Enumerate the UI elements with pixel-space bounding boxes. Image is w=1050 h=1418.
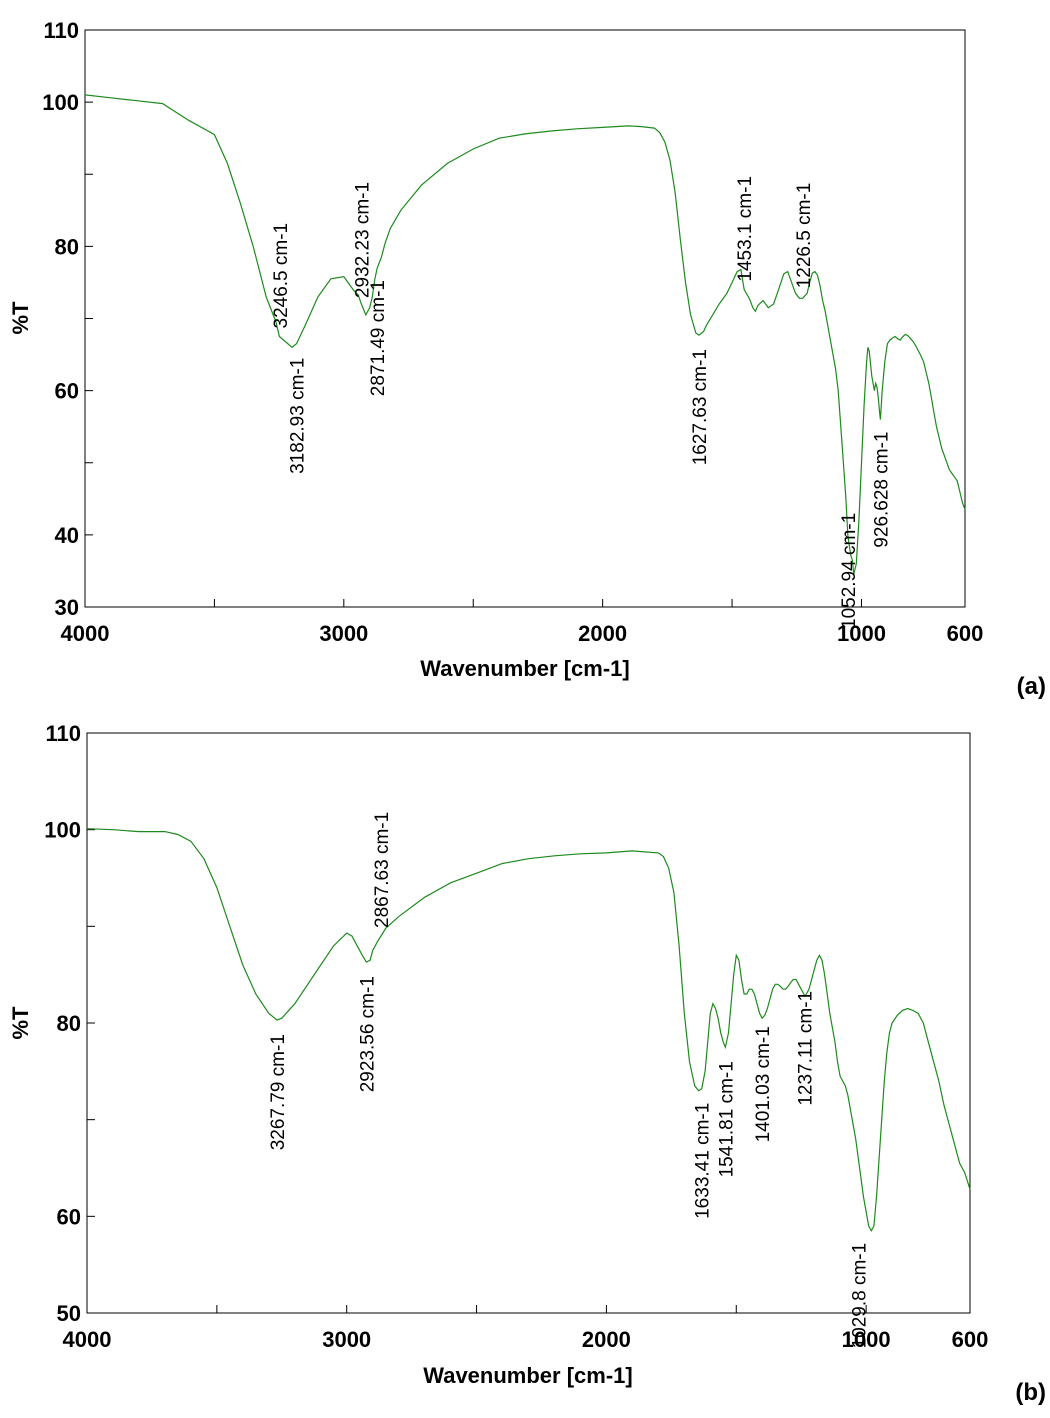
x-tick-label: 3000 — [322, 1327, 371, 1352]
panel-a: 30 40 60 80 100 110 4000 3000 2000 1000 600 3246.… — [8, 18, 1046, 700]
panel-b-plot-frame — [86, 732, 971, 1314]
x-tick-label: 4000 — [61, 621, 110, 646]
peak-label: 1052.94 cm-1 — [839, 513, 860, 629]
x-tick-label: 3000 — [319, 621, 368, 646]
peak-label: 1401.03 cm-1 — [753, 1026, 774, 1142]
peak-label: 2871.49 cm-1 — [368, 280, 389, 396]
y-tick-label: 30 — [55, 595, 79, 620]
panel-b-label: (b) — [1015, 1379, 1046, 1406]
panel-a-label: (a) — [1017, 673, 1046, 700]
y-tick-label: 60 — [57, 1204, 81, 1229]
peak-label: 1541.81 cm-1 — [716, 1061, 737, 1177]
peak-label: 1633.41 cm-1 — [693, 1103, 714, 1219]
panel-a-peak-labels: 3246.5 cm-1 3182.93 cm-1 2932.23 cm-12871.… — [271, 176, 893, 629]
peak-label: 1226.5 cm-1 — [794, 183, 815, 289]
panel-a-y-axis: 30 40 60 80 100 110 — [42, 18, 93, 620]
panel-b-y-axis-title: %T — [8, 1006, 33, 1040]
panel-b: 50 60 80 100 110 4000 3000 2000 1000 600 3267.79… — [8, 721, 1046, 1406]
panel-a-y-axis-title: %T — [8, 301, 33, 335]
panel-b-x-axis-title: Wavenumber [cm-1] — [423, 1363, 632, 1388]
panel-a-x-axis: 4000 3000 2000 1000 600 — [61, 599, 984, 646]
panel-b-peak-labels: 3267.79 cm-1 2923.56 cm-1 2867.63 cm-1 1633… — [268, 812, 870, 1349]
y-tick-label: 110 — [44, 18, 80, 43]
x-tick-label: 1000 — [842, 1327, 891, 1352]
x-tick-label: 600 — [952, 1327, 989, 1352]
y-tick-label: 80 — [55, 234, 79, 259]
peak-label: 3182.93 cm-1 — [288, 358, 309, 474]
peak-label: 2867.63 cm-1 — [372, 812, 393, 928]
y-tick-label: 110 — [46, 721, 82, 746]
panel-b-x-axis: 4000 3000 2000 1000 600 — [63, 1305, 989, 1352]
y-tick-label: 40 — [55, 523, 79, 548]
peak-label: 3246.5 cm-1 — [271, 223, 292, 329]
y-tick-label: 100 — [42, 90, 79, 115]
panel-a-spectrum-line — [84, 94, 966, 575]
panel-b-spectrum-line — [86, 828, 971, 1233]
panel-a-plot-frame — [84, 29, 966, 608]
x-tick-label: 2000 — [578, 621, 627, 646]
peak-label: 1237.11 cm-1 — [796, 991, 817, 1106]
peak-label: 1627.63 cm-1 — [690, 349, 711, 465]
peak-label: 3267.79 cm-1 — [268, 1034, 289, 1150]
y-tick-label: 60 — [55, 379, 79, 404]
x-tick-label: 4000 — [63, 1327, 112, 1352]
panel-b-y-axis: 50 60 80 100 110 — [44, 721, 95, 1326]
x-tick-label: 600 — [947, 621, 984, 646]
peak-label: 2932.23 cm-1 — [352, 182, 373, 298]
peak-label: 926.628 cm-1 — [872, 432, 893, 548]
peak-label: 1029.8 cm-1 — [849, 1243, 870, 1349]
peak-label: 2923.56 cm-1 — [358, 976, 379, 1092]
y-tick-label: 100 — [44, 818, 81, 843]
y-tick-label: 80 — [57, 1011, 81, 1036]
x-tick-label: 2000 — [582, 1327, 631, 1352]
panel-a-x-axis-title: Wavenumber [cm-1] — [420, 656, 629, 681]
x-tick-label: 1000 — [837, 621, 886, 646]
y-tick-label: 50 — [57, 1301, 81, 1326]
peak-label: 1453.1 cm-1 — [735, 176, 756, 282]
